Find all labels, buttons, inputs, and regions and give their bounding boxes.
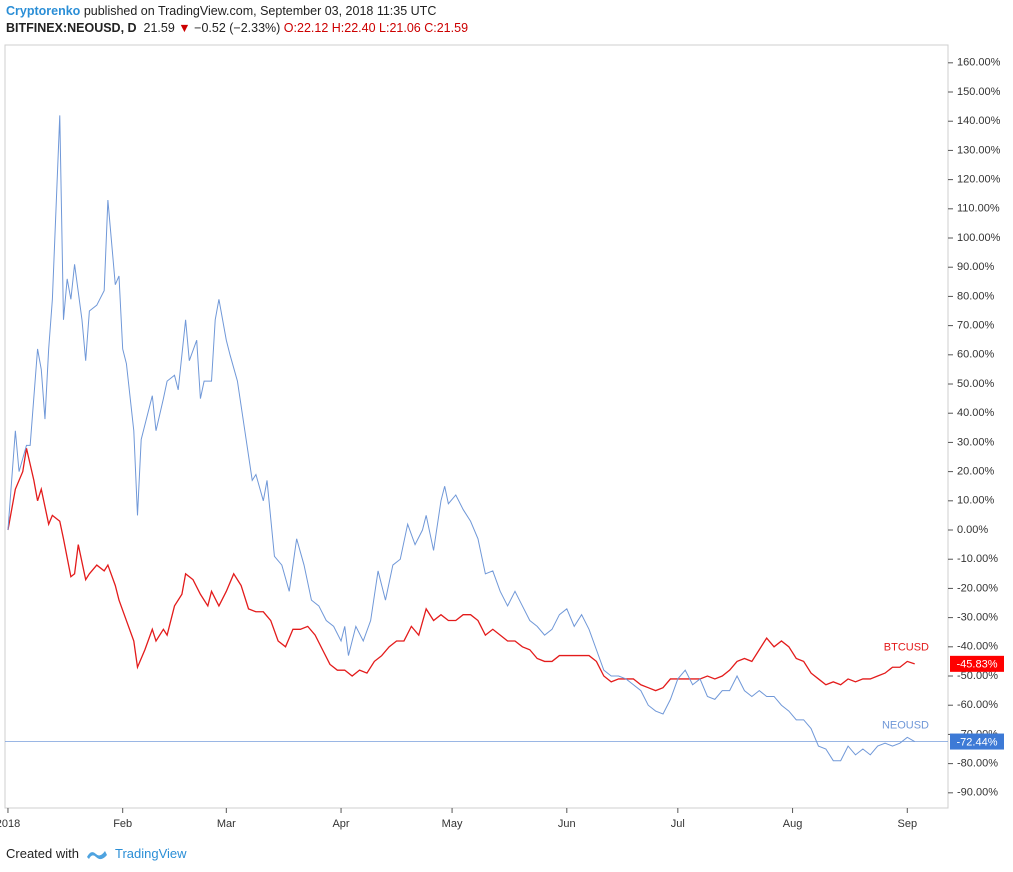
y-tick-label: -60.00% [957,699,998,711]
chart: 160.00% 150.00% 140.00% 130.00% 120.00% 110.0… [0,44,1004,830]
author[interactable]: Cryptorenko [6,4,81,18]
high: H:22.40 [331,21,376,35]
y-tick-label: -30.00% [957,612,998,624]
publish-line: Cryptorenko published on TradingView.com… [6,4,436,18]
last-value-label: -72.44% [957,736,998,748]
brand[interactable]: TradingView [114,846,187,861]
x-tick-label: Aug [783,818,803,830]
created-with: Created with [6,846,79,861]
x-tick-label: May [442,818,463,830]
last-price: 21.59 [143,21,175,35]
last-value-label: -45.83% [957,659,998,671]
y-tick-label: 70.00% [957,320,995,332]
y-tick-label: -20.00% [957,582,998,594]
plot-frame [4,44,949,809]
x-tick-label: Jun [558,818,576,830]
y-tick-label: 30.00% [957,436,995,448]
y-tick-label: -80.00% [957,758,998,770]
y-tick-label: 120.00% [957,174,1001,186]
x-tick-label: Feb [113,818,132,830]
down-arrow: ▼ [178,21,191,35]
series-line [7,448,915,692]
x-tick-label: 2018 [0,818,20,830]
y-tick-label: 60.00% [957,349,995,361]
y-tick-label: 20.00% [957,466,995,478]
logo [86,850,107,859]
y-tick-label: 40.00% [957,407,995,419]
y-tick-label: 90.00% [957,261,995,273]
y-tick-label: 160.00% [957,57,1001,69]
y-tick-label: 130.00% [957,144,1001,156]
y-tick-label: 150.00% [957,86,1001,98]
published: published on TradingView.com, September … [83,4,437,18]
y-tick-label: 140.00% [957,115,1001,127]
x-tick-label: Mar [217,818,236,830]
y-tick-label: 10.00% [957,495,995,507]
y-tick-label: -90.00% [957,787,998,799]
x-tick-label: Jul [671,818,685,830]
y-tick-label: 100.00% [957,232,1001,244]
symbol-line: BITFINEX:NEOUSD, D 21.59 ▼ −0.52 (−2.33%… [6,21,468,35]
close: C:21.59 [424,21,469,35]
series-name: NEOUSD [882,719,929,731]
symbol: BITFINEX:NEOUSD, D [6,21,137,35]
footer: Created with TradingView [6,846,187,861]
series-name: BTCUSD [884,642,929,654]
open: O:22.12 [283,21,329,35]
y-tick-label: 50.00% [957,378,995,390]
y-tick-label: 110.00% [957,203,1000,215]
y-tick-label: -40.00% [957,641,998,653]
series-line [7,115,915,762]
y-tick-label: -50.00% [957,670,998,682]
last-value-box [950,733,1004,750]
y-tick-label: -10.00% [957,553,998,565]
change: −0.52 (−2.33%) [194,21,281,35]
last-value-box [950,655,1004,672]
y-tick-label: 0.00% [957,524,988,536]
low: L:21.06 [379,21,421,35]
y-tick-label: 80.00% [957,290,995,302]
x-tick-label: Sep [898,818,918,830]
x-tick-label: Apr [332,818,349,830]
